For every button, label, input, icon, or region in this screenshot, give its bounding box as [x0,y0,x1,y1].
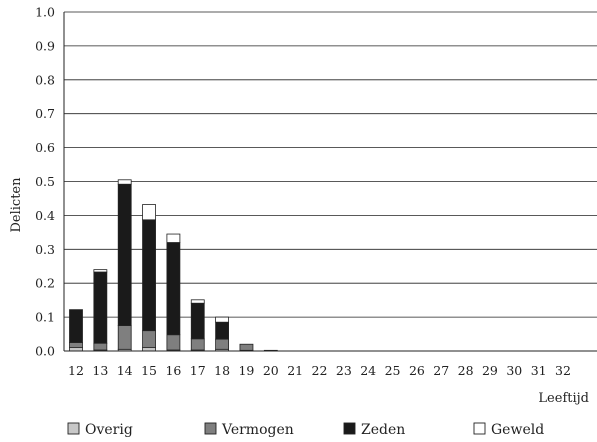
x-tick-label: 18 [214,363,230,378]
bar-geweld-13 [93,269,108,273]
x-tick-label: 16 [165,363,181,378]
y-tick-label: 0.9 [35,38,55,53]
bars [69,179,278,352]
y-tick-label: 0.2 [35,276,55,291]
y-tick-labels: 0.0 0.1 0.2 0.3 0.4 0.5 0.6 0.7 0.8 0.9 1.0 [35,5,55,359]
bar-zeden-15 [142,219,156,332]
x-tick-label: 19 [238,363,254,378]
legend: Overig Vermogen Zeden Geweld [67,422,544,438]
bar-zeden-14 [117,183,132,326]
y-tick-label: 0.6 [35,140,55,155]
legend-swatch [204,422,217,435]
bar-vermogen-16 [166,334,181,351]
x-axis-title: Leeftijd [538,391,589,406]
y-tick-label: 0.3 [35,242,55,257]
legend-item-zeden: Zeden [343,422,405,438]
bar-vermogen-14 [117,325,132,350]
bar-zeden-18 [215,321,230,340]
x-tick-label: 17 [190,363,206,378]
y-tick-label: 0.5 [35,174,55,189]
x-tick-label: 21 [287,363,303,378]
legend-label: Vermogen [221,422,294,438]
legend-item-geweld: Geweld [473,422,544,438]
legend-swatch [343,422,356,435]
bar-zeden-17 [190,302,205,340]
x-tick-label: 26 [409,363,425,378]
bar-overig-12 [69,347,83,352]
legend-swatch [473,422,486,435]
x-tick-label: 27 [433,363,449,378]
legend-swatch [67,422,80,435]
legend-item-overig: Overig [67,422,133,438]
bar-vermogen-17 [190,338,205,351]
legend-label: Overig [85,422,133,438]
x-tick-label: 12 [68,363,84,378]
x-tick-label: 30 [506,363,522,378]
x-tick-label: 22 [312,363,328,378]
x-tick-label: 25 [385,363,401,378]
bar-vermogen-19 [239,343,254,351]
x-tick-label: 15 [141,363,157,378]
legend-label: Geweld [491,422,544,438]
x-tick-label: 13 [92,363,108,378]
x-tick-label: 20 [263,363,279,378]
bar-vermogen-13 [93,342,108,351]
bar-geweld-16 [166,233,181,243]
bar-zeden-12 [69,309,83,343]
bar-vermogen-12 [69,342,83,349]
x-tick-label: 14 [117,363,133,378]
x-tick-label: 29 [482,363,498,378]
x-tick-label: 28 [458,363,474,378]
bar-vermogen-15 [142,330,156,349]
x-tick-labels: 12 13 14 15 16 17 18 19 20 21 22 23 24 25 26 27 28 29 30 31… [68,363,571,378]
y-tick-label: 0.7 [35,106,55,121]
x-tick-label: 23 [336,363,352,378]
legend-item-vermogen: Vermogen [204,422,294,438]
legend-label: Zeden [361,422,405,438]
bar-zeden-16 [166,242,181,336]
bar-geweld-17 [190,299,205,304]
bar-geweld-15 [142,204,156,221]
bar-geweld-14 [117,179,132,185]
x-tick-label: 24 [360,363,376,378]
y-tick-label: 0.1 [35,310,55,325]
y-tick-label: 1.0 [35,5,55,20]
bar-overig-15 [142,347,156,352]
x-tick-label: 32 [555,363,571,378]
y-tick-label: 0.0 [35,344,55,359]
x-tick-label: 31 [531,363,547,378]
bar-geweld-18 [215,316,230,323]
bar-zeden-13 [93,271,108,344]
bar-vermogen-18 [215,338,230,350]
axes [63,12,597,352]
y-tick-label: 0.8 [35,72,55,87]
y-axis-title: Delicten [9,177,24,233]
y-tick-label: 0.4 [35,208,55,223]
